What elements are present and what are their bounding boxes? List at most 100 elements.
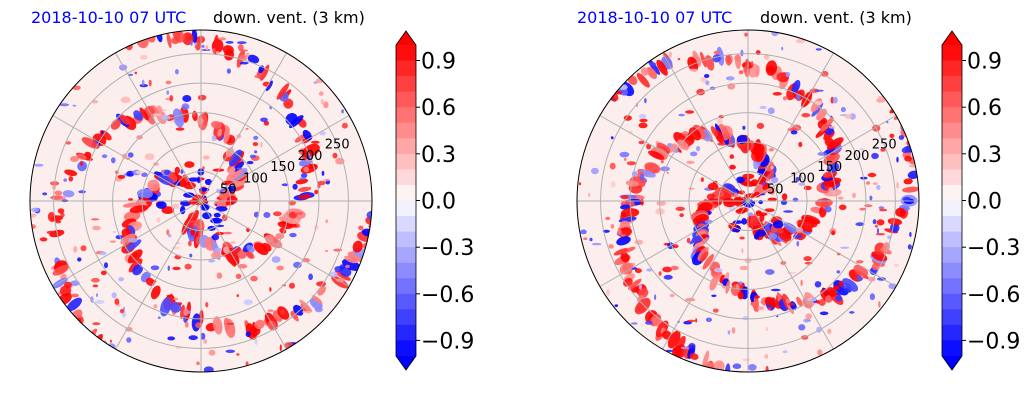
field-cell (872, 219, 877, 225)
field-cell (358, 225, 364, 231)
field-cell (840, 106, 846, 113)
colorbar-level (942, 293, 962, 310)
field-cell (835, 295, 843, 302)
field-cell (65, 141, 72, 145)
field-cell (293, 304, 304, 316)
field-cell (156, 217, 161, 223)
field-cell (114, 298, 120, 306)
field-cell (141, 79, 145, 87)
field-cell (305, 158, 312, 162)
field-cell (648, 150, 665, 160)
field-cell (815, 48, 822, 51)
field-cell (876, 219, 885, 226)
field-cell (814, 89, 824, 92)
field-cell (741, 218, 747, 225)
field-cell (177, 302, 183, 305)
field-cell (135, 170, 144, 174)
radial-tick-label: 50 (767, 183, 784, 198)
field-cell (166, 90, 170, 95)
field-cell (132, 264, 143, 276)
field-cell (869, 195, 873, 201)
field-cell (118, 277, 124, 282)
field-cell (245, 127, 249, 130)
colorbar-extend-min (396, 356, 416, 370)
field-cell (260, 117, 268, 123)
field-cell (889, 223, 899, 232)
field-cell (339, 264, 346, 270)
field-cell (77, 257, 82, 262)
field-cell (190, 40, 193, 46)
field-cell (620, 195, 629, 200)
field-cell (852, 192, 856, 199)
field-cell (202, 166, 205, 170)
field-cell (165, 80, 172, 85)
radial-tick-label: 100 (243, 171, 268, 186)
field-cell (866, 181, 871, 185)
field-cell (341, 122, 348, 129)
field-cell (226, 322, 235, 325)
field-cell (202, 155, 210, 160)
field-cell (320, 98, 324, 105)
field-cell (236, 167, 243, 170)
field-cell (739, 236, 745, 240)
angular-gridline (599, 115, 749, 202)
field-cell (842, 278, 859, 292)
field-cell (323, 101, 329, 109)
field-cell (226, 68, 231, 74)
colorbar-level (942, 324, 962, 341)
field-cell (225, 41, 234, 44)
field-cell (125, 239, 142, 252)
field-cell (634, 268, 642, 274)
field-cell (840, 246, 850, 249)
field-cell (751, 60, 754, 67)
field-cell (700, 76, 707, 83)
field-cell (34, 163, 44, 167)
field-cell (54, 190, 63, 196)
polar-grid (577, 30, 919, 372)
field-cell (325, 249, 328, 252)
field-cell (184, 161, 195, 168)
field-cell (859, 148, 865, 151)
field-cell (638, 122, 648, 129)
field-cell (308, 273, 313, 281)
field-cell (832, 96, 838, 104)
field-cell (341, 109, 344, 114)
field-cell (647, 58, 661, 75)
field-cell (213, 247, 223, 252)
field-cell (876, 184, 881, 190)
field-cell (634, 239, 644, 245)
colorbar-tick-label: 0.9 (421, 50, 456, 75)
field-cell (205, 302, 209, 308)
field-cell (768, 233, 778, 240)
field-cell (323, 179, 331, 182)
field-cell (669, 293, 675, 298)
field-cell (101, 130, 104, 135)
field-cell (686, 160, 695, 164)
angular-gridline (200, 52, 287, 202)
field-cell (700, 251, 709, 262)
field-cell (756, 379, 762, 386)
field-cell (820, 117, 828, 124)
field-cell (867, 172, 877, 178)
field-cell (741, 248, 744, 254)
field-cell (890, 218, 893, 225)
field-cell (770, 288, 781, 292)
field-cell (153, 304, 158, 309)
field-cell (610, 136, 614, 140)
field-cell (188, 335, 198, 341)
field-cell (230, 241, 236, 244)
field-cell (679, 213, 684, 218)
field-cell (608, 244, 614, 249)
field-cell (801, 113, 811, 118)
field-cell (625, 180, 640, 187)
field-cell (167, 265, 170, 272)
field-cell (249, 154, 256, 159)
field-cell (157, 316, 161, 320)
field-cell (649, 62, 657, 66)
field-cell (101, 154, 108, 159)
field-cell (172, 120, 176, 123)
field-cell (729, 164, 736, 170)
field-cell (729, 154, 735, 159)
field-cell (771, 176, 779, 184)
field-cell (318, 91, 324, 96)
